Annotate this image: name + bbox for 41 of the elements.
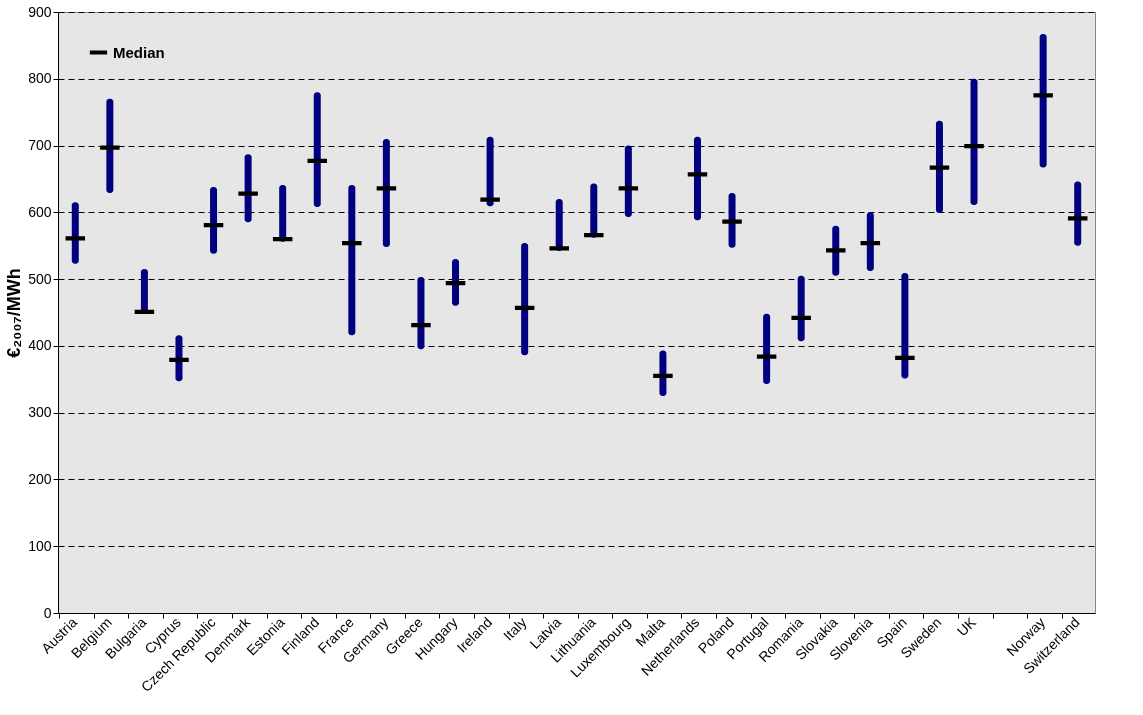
y-tick-label: 0 <box>43 604 52 621</box>
bar <box>486 136 494 207</box>
bar <box>417 277 425 350</box>
bar <box>901 273 909 379</box>
bar <box>106 98 114 193</box>
bar <box>659 350 667 396</box>
bar <box>279 184 287 242</box>
bar <box>693 136 701 221</box>
x-tick-label: UK <box>953 613 980 640</box>
bar <box>624 145 632 218</box>
legend-label: Median <box>113 43 165 61</box>
y-tick-label: 400 <box>28 337 52 354</box>
bar <box>244 154 252 223</box>
bar <box>521 243 529 356</box>
bar <box>71 202 79 264</box>
y-tick-label: 900 <box>28 3 52 20</box>
bar <box>1074 181 1082 246</box>
bar <box>452 259 460 306</box>
y-tick-label: 700 <box>28 137 52 154</box>
bar <box>382 138 390 248</box>
y-tick-label: 200 <box>28 470 52 487</box>
bar <box>210 186 218 254</box>
y-tick-label: 800 <box>28 70 52 87</box>
bar <box>140 269 148 313</box>
bar <box>935 120 943 213</box>
y-tick-label: 500 <box>28 270 52 287</box>
bar <box>797 275 805 342</box>
y-axis-title: €₂₀₀₇/MWh <box>4 268 25 358</box>
bar <box>175 335 183 382</box>
bar <box>866 212 874 272</box>
y-tick-label: 600 <box>28 203 52 220</box>
x-tick-label: Italy <box>500 614 530 644</box>
y-tick-label: 300 <box>28 404 52 421</box>
bar <box>590 183 598 238</box>
bar <box>763 313 771 384</box>
bar <box>728 192 736 248</box>
y-tick-label: 100 <box>28 537 52 554</box>
bar <box>348 184 356 336</box>
bar <box>1039 34 1047 168</box>
bar <box>313 92 321 207</box>
bar <box>970 78 978 205</box>
